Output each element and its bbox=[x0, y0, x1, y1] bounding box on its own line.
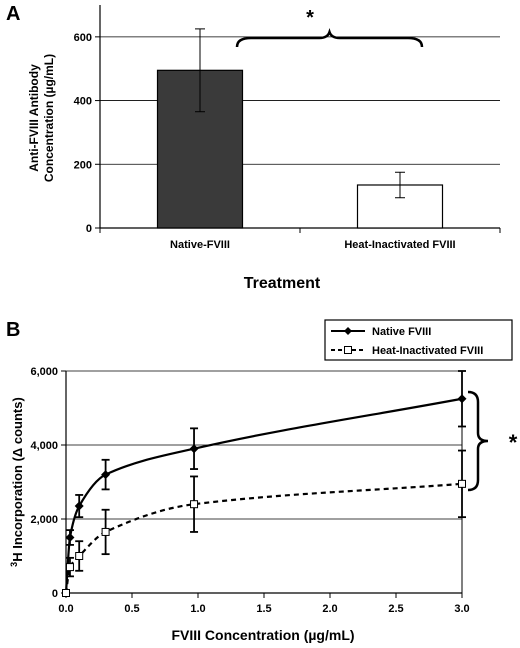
xtick-label-b: 2.0 bbox=[322, 603, 337, 615]
ytick-label-b: 2,000 bbox=[30, 514, 58, 526]
panel-a-xlabel: Treatment bbox=[244, 275, 321, 292]
panel-a-significance: * bbox=[306, 7, 314, 29]
data-point-heat bbox=[190, 500, 199, 509]
ytick-label-a: 0 bbox=[86, 223, 92, 235]
category-label: Native-FVIII bbox=[170, 239, 230, 251]
panel-b-ylabel-delta: Δ bbox=[10, 448, 25, 457]
data-point-heat bbox=[75, 552, 84, 560]
ytick-label-b: 6,000 bbox=[30, 366, 58, 378]
ytick-label-b: 0 bbox=[52, 588, 58, 600]
legend-marker-native bbox=[344, 327, 352, 335]
legend-box bbox=[324, 319, 513, 361]
legend-label-native: Native FVIII bbox=[372, 326, 431, 338]
ytick-label-a: 600 bbox=[74, 32, 92, 44]
data-point-native bbox=[101, 470, 111, 480]
panel-a-plot: 0 200 400 600 Native-FVIII Heat-Inactivated F… bbox=[74, 5, 501, 251]
panel-b-ylabel-end: counts) bbox=[10, 397, 25, 448]
panel-b-ylabel-text: H Incorporation ( bbox=[10, 456, 25, 561]
panel-b-xlabel: FVIII Concentration (µg/mL) bbox=[171, 627, 354, 643]
panel-b-ylabel: 3H Incorporation (Δ counts) bbox=[9, 397, 25, 567]
panel-a-ylabel-line2: Concentration (µg/mL) bbox=[42, 54, 56, 182]
panel-b-significance: * bbox=[509, 430, 518, 455]
data-point-heat bbox=[65, 563, 74, 572]
significance-brace-b bbox=[467, 390, 489, 492]
significance-brace-a bbox=[235, 28, 424, 48]
series-line-heat bbox=[64, 482, 463, 594]
panel-b-letter: B bbox=[6, 319, 20, 341]
data-point-native bbox=[457, 394, 467, 404]
data-point-native bbox=[74, 501, 84, 511]
ytick-label-b: 4,000 bbox=[30, 440, 58, 452]
xtick-label-b: 2.5 bbox=[388, 603, 403, 615]
xtick-label-b: 3.0 bbox=[454, 603, 469, 615]
xtick-label-b: 1.5 bbox=[256, 603, 271, 615]
ytick-label-a: 400 bbox=[74, 96, 92, 108]
series-line-native bbox=[64, 397, 463, 594]
panel-b-plot: 0 2,000 4,000 6,000 0.0 0.5 1.0 1.5 2.0 2.5 3.0 bbox=[30, 366, 489, 615]
xtick-label-b: 1.0 bbox=[190, 603, 205, 615]
panel-a-ylabel-line1: Anti-FVIII Antibody bbox=[27, 64, 41, 172]
data-point-heat bbox=[458, 479, 466, 488]
data-point-heat bbox=[62, 589, 70, 597]
category-label: Heat-Inactivated FVIII bbox=[344, 239, 455, 251]
panel-b-ylabel-superscript: 3 bbox=[9, 562, 19, 567]
data-point-native bbox=[189, 444, 199, 454]
panel-a-letter: A bbox=[6, 3, 20, 25]
panel-b-legend: Native FVIII Heat-Inactivated FVIII bbox=[324, 319, 513, 361]
data-point-native bbox=[65, 533, 75, 542]
data-point-heat bbox=[101, 527, 110, 536]
xtick-label-b: 0.0 bbox=[58, 603, 73, 615]
legend-marker-heat bbox=[344, 346, 352, 354]
legend-label-heat: Heat-Inactivated FVIII bbox=[372, 345, 483, 357]
xtick-label-b: 0.5 bbox=[124, 603, 139, 615]
ytick-label-a: 200 bbox=[74, 159, 92, 171]
